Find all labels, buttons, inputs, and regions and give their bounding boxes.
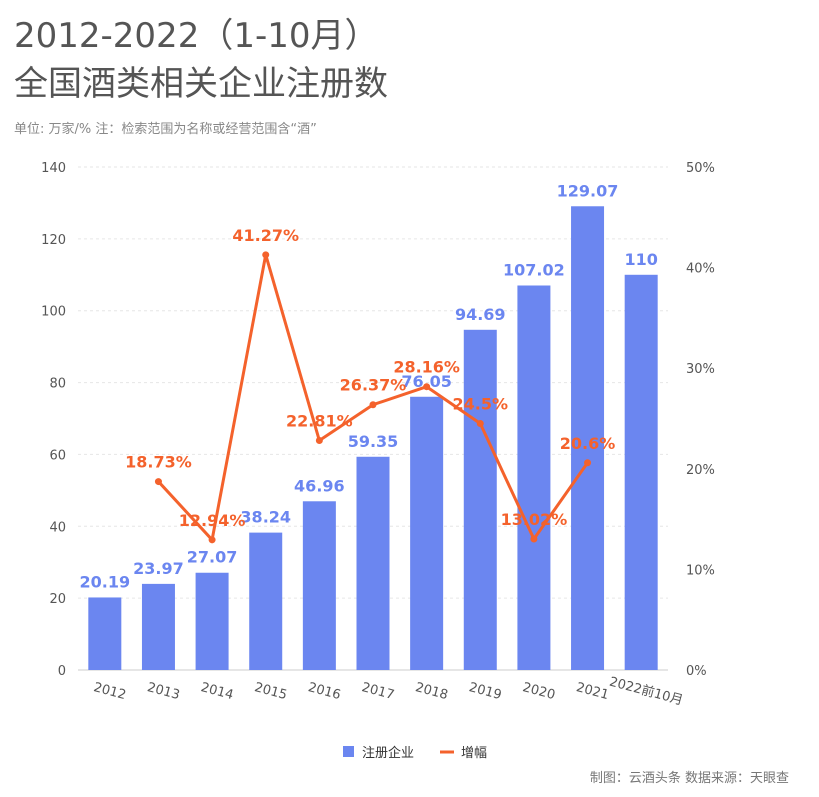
bar-2013 — [141, 583, 175, 670]
y2-axis-tick-label: 50% — [686, 161, 715, 176]
y2-axis-tick-label: 30% — [686, 362, 715, 377]
x-axis-tick-label: 2016 — [306, 680, 342, 703]
growth-value-label: 41.27% — [232, 226, 299, 245]
legend-bar-label: 注册企业 — [362, 745, 414, 761]
credit-line: 制图：云酒头条 数据来源：天眼查 — [589, 771, 789, 786]
y2-axis-tick-label: 10% — [686, 563, 715, 578]
growth-value-label: 24.5% — [453, 395, 509, 414]
y-axis-tick-label: 0 — [58, 664, 66, 679]
bar-value-label: 20.19 — [80, 572, 131, 591]
growth-point-2020 — [530, 535, 538, 543]
x-axis-tick-label: 2019 — [467, 680, 503, 703]
y-axis-tick-label: 100 — [41, 305, 66, 320]
bar-value-label: 94.69 — [455, 305, 506, 324]
growth-value-label: 26.37% — [340, 376, 407, 395]
x-axis-tick-label: 2021 — [575, 680, 611, 703]
growth-point-2019 — [476, 420, 484, 428]
x-axis-tick-label: 2018 — [414, 680, 450, 703]
x-axis-tick-label: 2014 — [199, 680, 235, 703]
y-axis-tick-label: 120 — [41, 233, 66, 248]
y2-axis-tick-label: 40% — [686, 262, 715, 277]
y-axis-tick-label: 80 — [49, 377, 66, 392]
bar-value-label: 59.35 — [348, 432, 399, 451]
x-axis-tick-label: 2017 — [360, 680, 396, 703]
growth-point-2018 — [423, 383, 431, 391]
bar-value-label: 107.02 — [503, 260, 565, 279]
bar-2012 — [88, 597, 122, 670]
bar-value-label: 46.96 — [294, 476, 345, 495]
bar-2018 — [410, 396, 444, 670]
bar-2014 — [195, 572, 229, 670]
y-axis-tick-label: 140 — [41, 161, 66, 176]
y-axis-tick-label: 20 — [49, 592, 66, 607]
x-axis-tick-label: 2013 — [145, 680, 181, 703]
bar-2021 — [571, 206, 605, 670]
bar-2016 — [302, 501, 336, 670]
growth-point-2015 — [262, 251, 270, 259]
growth-point-2013 — [154, 478, 162, 486]
legend-line-label: 增幅 — [461, 746, 487, 761]
growth-point-2017 — [369, 401, 377, 409]
growth-point-2021 — [584, 459, 592, 467]
bar-value-label: 129.07 — [557, 181, 619, 200]
y2-axis-tick-label: 20% — [686, 463, 715, 478]
bar-value-label: 76.05 — [401, 372, 452, 391]
growth-value-label: 22.81% — [286, 412, 353, 431]
bar-2015 — [249, 532, 283, 670]
x-axis-tick-label: 2020 — [521, 680, 557, 703]
growth-value-label: 20.6% — [560, 434, 616, 453]
bar-2017 — [356, 456, 390, 670]
bar-2022前10月 — [624, 274, 658, 670]
chart-title-line2: 全国酒类相关企业注册数 — [14, 64, 388, 104]
bar-value-label: 27.07 — [187, 548, 238, 567]
growth-point-2014 — [208, 536, 216, 544]
bar-2019 — [463, 329, 497, 670]
x-axis-tick-label: 2015 — [253, 680, 289, 703]
bar-value-label: 23.97 — [133, 559, 184, 578]
growth-value-label: 18.73% — [125, 453, 192, 472]
chart-subtitle: 单位: 万家/% 注：检索范围为名称或经营范围含“酒” — [14, 122, 317, 137]
bar-value-label: 38.24 — [240, 508, 291, 527]
x-axis-tick-label: 2012 — [92, 680, 128, 703]
y-axis-tick-label: 40 — [49, 520, 66, 535]
bar-2020 — [517, 285, 551, 670]
legend-bar-swatch — [343, 746, 354, 757]
growth-point-2016 — [315, 437, 323, 445]
bar-value-label: 110 — [624, 250, 657, 269]
growth-value-label: 12.94% — [179, 511, 246, 530]
x-axis-tick-label: 2022前10月 — [608, 674, 685, 709]
growth-value-label: 28.16% — [393, 358, 460, 377]
y-axis-tick-label: 60 — [49, 448, 66, 463]
y2-axis-tick-label: 0% — [686, 664, 707, 679]
growth-value-label: 13.02% — [501, 510, 568, 529]
chart-title-line1: 2012-2022（1-10月） — [14, 16, 379, 56]
